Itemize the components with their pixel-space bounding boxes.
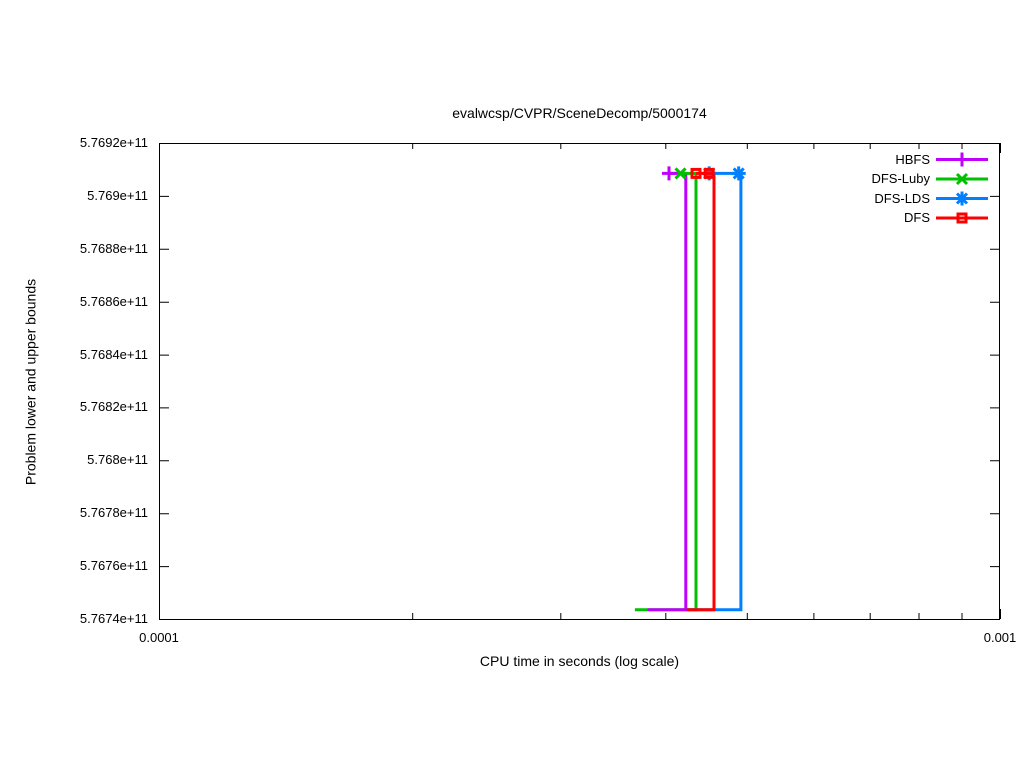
x-tick-label: 0.0001 [139, 630, 179, 645]
legend-label-dfs-luby: DFS-Luby [871, 171, 930, 186]
y-tick-label: 5.7682e+11 [79, 399, 148, 415]
x-axis-title: CPU time in seconds (log scale) [479, 653, 680, 669]
y-tick-label: 5.7676e+11 [79, 558, 148, 574]
y-tick-label: 5.7684e+11 [79, 346, 148, 362]
y-tick-label: 5.7688e+11 [79, 240, 148, 256]
legend-label-hbfs: HBFS [895, 151, 930, 167]
y-tick-label: 5.769e+11 [87, 187, 148, 203]
chart-title: evalwcsp/CVPR/SceneDecomp/5000174 [452, 105, 707, 121]
legend-label-dfs: DFS [904, 210, 930, 225]
x-tick-label: 0.001 [983, 630, 1017, 645]
y-tick-label: 5.7678e+11 [79, 505, 148, 521]
y-tick-label: 5.7686e+11 [79, 293, 148, 309]
y-tick-label: 5.7692e+11 [79, 135, 148, 150]
y-tick-label: 5.7674e+11 [79, 611, 148, 626]
legend-label-dfs-lds: DFS-LDS [874, 190, 930, 206]
y-tick-label: 5.768e+11 [87, 452, 148, 468]
